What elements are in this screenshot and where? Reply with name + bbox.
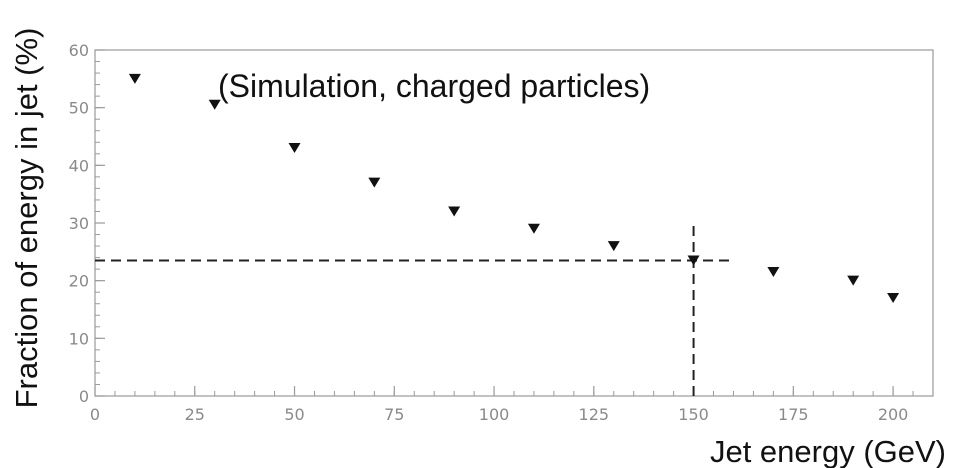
- data-point: [448, 206, 461, 217]
- y-tick-label: 0: [79, 387, 89, 406]
- data-point: [847, 275, 860, 286]
- x-tick-label: 150: [678, 405, 709, 424]
- data-point: [607, 241, 620, 252]
- y-axis: 0 10 20 30 40 50 60: [69, 41, 105, 406]
- data-point: [687, 255, 700, 266]
- x-axis-title: Jet energy (GeV): [710, 434, 946, 468]
- x-tick-label: 125: [579, 405, 610, 424]
- y-tick-label: 10: [69, 329, 89, 348]
- data-point: [368, 177, 381, 188]
- x-tick-label: 75: [384, 405, 404, 424]
- x-axis: 0 25 50 75 100 125 150 175 200: [90, 386, 908, 424]
- data-point: [767, 267, 780, 278]
- x-tick-label: 175: [778, 405, 809, 424]
- data-points: [128, 73, 900, 303]
- y-tick-label: 60: [69, 41, 89, 60]
- x-tick-label: 0: [90, 405, 100, 424]
- data-point: [208, 99, 221, 110]
- data-point: [527, 223, 540, 234]
- reference-lines: [95, 223, 734, 396]
- y-tick-label: 30: [69, 214, 89, 233]
- x-tick-label: 25: [185, 405, 205, 424]
- x-tick-label: 50: [284, 405, 304, 424]
- chart-annotation: (Simulation, charged particles): [218, 68, 650, 104]
- x-tick-label: 100: [479, 405, 510, 424]
- data-point: [288, 143, 301, 154]
- y-axis-title: Fraction of energy in jet (%): [9, 28, 44, 409]
- y-tick-label: 20: [69, 272, 89, 291]
- data-point: [887, 292, 900, 303]
- y-tick-label: 40: [69, 156, 89, 175]
- data-point: [128, 73, 141, 84]
- x-tick-label: 200: [878, 405, 909, 424]
- y-tick-label: 50: [69, 99, 89, 118]
